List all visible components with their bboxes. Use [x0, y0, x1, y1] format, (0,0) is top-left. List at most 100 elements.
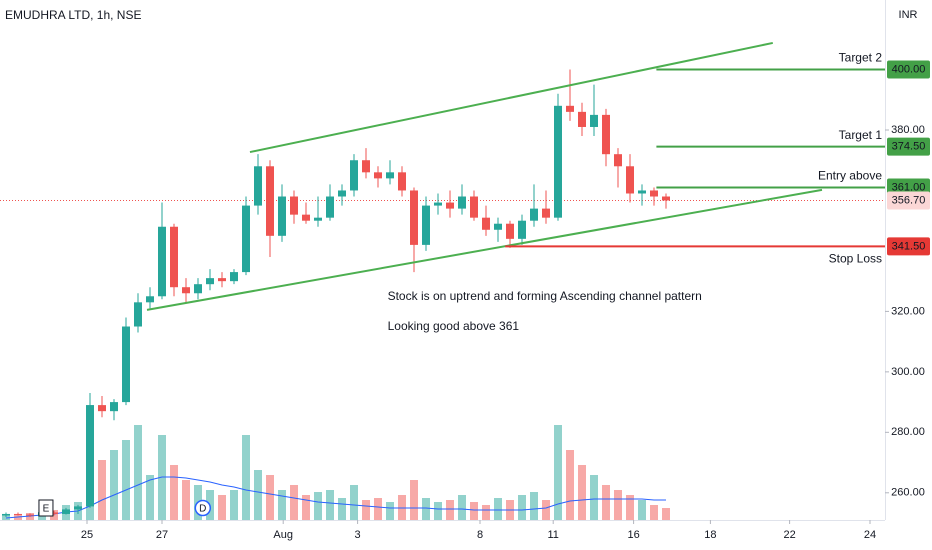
volume-bar [170, 465, 178, 520]
event-label: D [199, 504, 206, 515]
x-tick-label: 24 [864, 529, 876, 541]
candle-body [506, 223, 514, 239]
level-name: Target 1 [839, 128, 883, 142]
candle-body [182, 287, 190, 294]
volume-bar [326, 490, 334, 520]
candle-body [494, 223, 502, 230]
volume-bar [518, 495, 526, 520]
volume-bar [362, 500, 370, 520]
x-tick-label: 27 [156, 529, 168, 541]
candle-body [590, 114, 598, 127]
volume-bar [482, 505, 490, 520]
chart-title: EMUDHRA LTD, 1h, NSE [5, 8, 141, 22]
volume-bar [542, 500, 550, 520]
candle-body [302, 214, 310, 221]
price-tag-label: 361.00 [892, 181, 926, 193]
candle-body [122, 326, 130, 403]
candle-body [362, 160, 370, 173]
candle-body [2, 513, 10, 516]
candle-body [62, 509, 70, 514]
volume-bar [626, 495, 634, 520]
candle-body [242, 205, 250, 273]
price-tag-label: 400.00 [892, 63, 926, 75]
volume-bar [554, 425, 562, 520]
volume-bar [2, 514, 10, 520]
candle-body [482, 217, 490, 230]
volume-bar [422, 498, 430, 520]
x-tick-label: 8 [477, 529, 483, 541]
y-tick-label: 300.00 [891, 366, 925, 378]
level-name: Stop Loss [829, 252, 882, 266]
candle-body [170, 226, 178, 288]
volume-bar [218, 495, 226, 520]
candle-body [554, 105, 562, 218]
candle-body [626, 166, 634, 194]
volume-bar [590, 475, 598, 520]
candle-body [266, 166, 274, 236]
volume-bar [266, 475, 274, 520]
event-marker [38, 499, 54, 517]
x-tick-label: 18 [704, 529, 716, 541]
volume-bar [494, 498, 502, 520]
candle-body [278, 196, 286, 236]
candle-body [662, 196, 670, 201]
volume-bar [650, 505, 658, 520]
x-tick-label: Aug [273, 529, 293, 541]
annotation: Looking good above 361 [388, 319, 520, 333]
y-tick-label: 260.00 [891, 487, 925, 499]
x-tick-label: 3 [355, 529, 361, 541]
candle-body [458, 196, 466, 209]
x-tick-label: 11 [547, 529, 558, 541]
current-price-tag [887, 191, 930, 210]
candle-body [374, 172, 382, 179]
volume-bar [458, 495, 466, 520]
candle-body [602, 114, 610, 155]
volume-bar [314, 492, 322, 520]
volume-bar [566, 450, 574, 520]
candle-body [530, 208, 538, 221]
volume-bar [614, 490, 622, 520]
level-name: Target 2 [839, 51, 883, 65]
candle-body [74, 506, 82, 510]
price-tag [887, 237, 930, 256]
volume-bar [110, 450, 118, 520]
candle-body [158, 226, 166, 297]
volume-bar [338, 498, 346, 520]
candle-body [14, 513, 22, 515]
candle-body [470, 196, 478, 218]
x-tick-label: 22 [783, 529, 795, 541]
volume-bar [242, 435, 250, 520]
volume-bar [530, 492, 538, 520]
candle-body [98, 405, 106, 412]
candle-body [446, 202, 454, 209]
candle-body [230, 272, 238, 282]
x-tick-label: 25 [81, 529, 93, 541]
trendline [249, 41, 774, 154]
y-tick-label: 380.00 [891, 124, 925, 136]
candle-body [578, 111, 586, 127]
candle-body [434, 202, 442, 206]
price-tag [887, 60, 930, 79]
candle-body [314, 217, 322, 221]
current-price-label: 356.70 [892, 194, 926, 206]
candle-body [638, 190, 646, 194]
volume-bar [386, 502, 394, 520]
candle-body [290, 196, 298, 215]
volume-bar [374, 498, 382, 520]
price-tag-label: 341.50 [892, 240, 926, 252]
volume-bar [470, 502, 478, 520]
candle-body [26, 514, 34, 516]
volume-bar [290, 485, 298, 520]
candle-body [518, 220, 526, 239]
candle-body [218, 278, 226, 282]
volume-bar [662, 508, 670, 520]
volume-bar [278, 490, 286, 520]
volume-bar [350, 485, 358, 520]
level-name: Entry above [818, 169, 882, 183]
candle-body [254, 166, 262, 206]
candle-body [422, 205, 430, 245]
annotation: Stock is on uptrend and forming Ascendin… [388, 289, 702, 303]
event-label: E [43, 504, 50, 515]
